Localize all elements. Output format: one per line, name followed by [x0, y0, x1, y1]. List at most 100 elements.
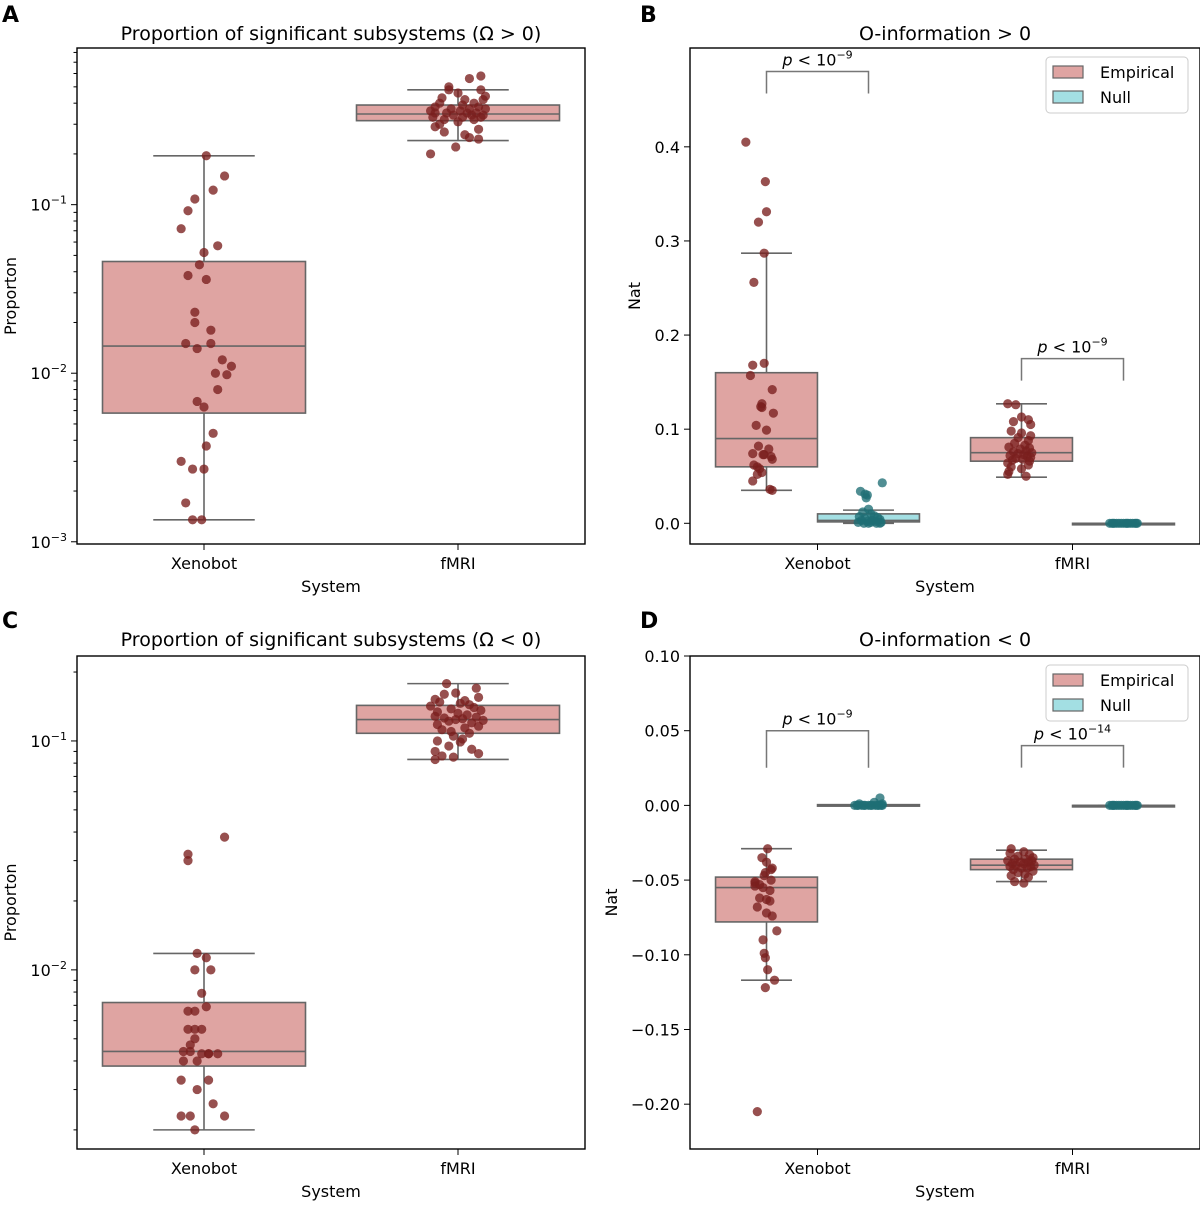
data-point-empirical: [748, 449, 758, 459]
data-point-empirical: [222, 370, 232, 380]
data-point-empirical: [203, 1075, 214, 1085]
legend-label-null: Null: [1100, 88, 1131, 107]
data-point-empirical: [210, 368, 221, 378]
data-point-empirical: [1013, 868, 1023, 878]
data-point-null: [876, 800, 886, 810]
data-point-null: [852, 800, 862, 810]
data-point-empirical: [476, 71, 486, 81]
significance-annotation: p < 10−9: [765, 49, 870, 94]
x-tick-label-fmri: fMRI: [1055, 1159, 1090, 1178]
data-point-empirical: [437, 725, 447, 735]
data-point-empirical: [208, 1099, 218, 1109]
legend: Empirical Null: [1045, 56, 1189, 114]
data-point-empirical: [471, 683, 481, 693]
data-point-empirical: [208, 185, 218, 195]
significance-bracket: [1020, 357, 1125, 381]
data-point-empirical: [453, 88, 463, 98]
y-tick-label: 10−2: [30, 362, 67, 383]
legend-swatch-empirical: [1052, 673, 1084, 687]
data-point-empirical: [425, 149, 436, 159]
legend-swatch-null: [1052, 698, 1084, 712]
data-point-empirical: [760, 953, 770, 963]
panel-b: B O-information > 0 0.0 0.1 0.2 0.3 0.4 Xenobot…: [625, 3, 1200, 596]
data-point-empirical: [451, 688, 461, 698]
data-point-empirical: [203, 1049, 214, 1059]
legend-swatch-empirical: [1052, 65, 1084, 79]
data-point-empirical: [759, 358, 769, 368]
data-point-empirical: [176, 1075, 186, 1085]
data-point-empirical: [476, 85, 486, 95]
x-axis-label: System: [915, 577, 975, 596]
y-tick-label: 0.1: [655, 420, 680, 439]
y-tick-label: −0.20: [631, 1095, 680, 1114]
data-point-empirical: [761, 207, 772, 217]
y-tick-label: −0.05: [631, 871, 680, 890]
data-point-empirical: [451, 142, 461, 152]
data-point-empirical: [448, 752, 459, 762]
x-tick-label-xenobot: Xenobot: [171, 554, 237, 573]
data-point-empirical: [219, 1111, 230, 1121]
axes-frame: [689, 47, 1200, 545]
data-point-empirical: [206, 965, 216, 975]
box-empirical-xenobot: [101, 154, 307, 521]
data-point-empirical: [190, 317, 200, 328]
data-point-empirical: [1026, 419, 1036, 430]
data-point-empirical: [199, 402, 209, 412]
data-point-empirical: [1011, 400, 1021, 410]
data-point-empirical: [457, 714, 468, 724]
data-point-empirical: [467, 718, 477, 728]
x-tick-label-xenobot: Xenobot: [171, 1159, 237, 1178]
data-point-empirical: [763, 965, 773, 975]
data-point-empirical: [197, 988, 207, 998]
data-point-empirical: [745, 370, 756, 381]
significance-bracket: [765, 729, 870, 768]
panel-letter: B: [640, 3, 657, 28]
data-point-empirical: [178, 1046, 189, 1057]
data-point-null: [1108, 518, 1118, 528]
data-point-empirical: [455, 737, 465, 747]
data-point-empirical: [1023, 460, 1033, 470]
data-point-empirical: [761, 857, 772, 867]
y-axis-label: Proporton: [1, 863, 20, 941]
data-point-empirical: [206, 338, 216, 349]
data-point-empirical: [1021, 471, 1031, 481]
box-empirical-xenobot: [101, 952, 307, 1131]
data-point-empirical: [190, 1006, 200, 1016]
chart-title: O-information < 0: [859, 629, 1031, 651]
data-point-empirical: [766, 875, 776, 885]
data-point-empirical: [1010, 876, 1020, 887]
x-axis-label: System: [301, 1182, 361, 1201]
data-point-null: [875, 518, 885, 528]
data-point-empirical: [741, 137, 751, 147]
data-point-empirical: [201, 274, 211, 285]
data-point-empirical: [752, 469, 762, 479]
legend-label-null: Null: [1100, 696, 1131, 715]
data-point-empirical: [448, 110, 459, 120]
data-point-empirical: [473, 721, 484, 731]
y-tick-label: 0.10: [644, 647, 680, 666]
data-point-empirical: [478, 95, 488, 105]
data-point-empirical: [439, 689, 449, 699]
x-tick-label-xenobot: Xenobot: [784, 554, 850, 573]
data-point-empirical: [753, 217, 764, 227]
data-point-empirical: [760, 983, 770, 993]
y-tick-label: 0.4: [655, 138, 680, 157]
panel-d: D O-information < 0 0.10 0.05 0.00 −0.05 −0.10…: [602, 609, 1200, 1201]
y-axis-label: Nat: [625, 282, 644, 310]
data-point-empirical: [183, 206, 193, 216]
data-point-empirical: [750, 881, 760, 891]
data-point-empirical: [206, 325, 216, 335]
data-point-empirical: [455, 698, 465, 708]
data-point-empirical: [748, 476, 758, 486]
data-point-null: [861, 493, 871, 503]
data-point-empirical: [197, 1024, 207, 1034]
data-point-empirical: [183, 1006, 193, 1016]
data-point-empirical: [192, 396, 202, 407]
chart-title: O-information > 0: [859, 23, 1031, 45]
data-point-empirical: [183, 1024, 193, 1034]
panel-letter: A: [2, 3, 19, 28]
y-tick-label: −0.15: [631, 1020, 680, 1039]
data-point-empirical: [435, 697, 445, 707]
data-point-empirical: [464, 73, 475, 84]
data-point-empirical: [199, 464, 209, 474]
